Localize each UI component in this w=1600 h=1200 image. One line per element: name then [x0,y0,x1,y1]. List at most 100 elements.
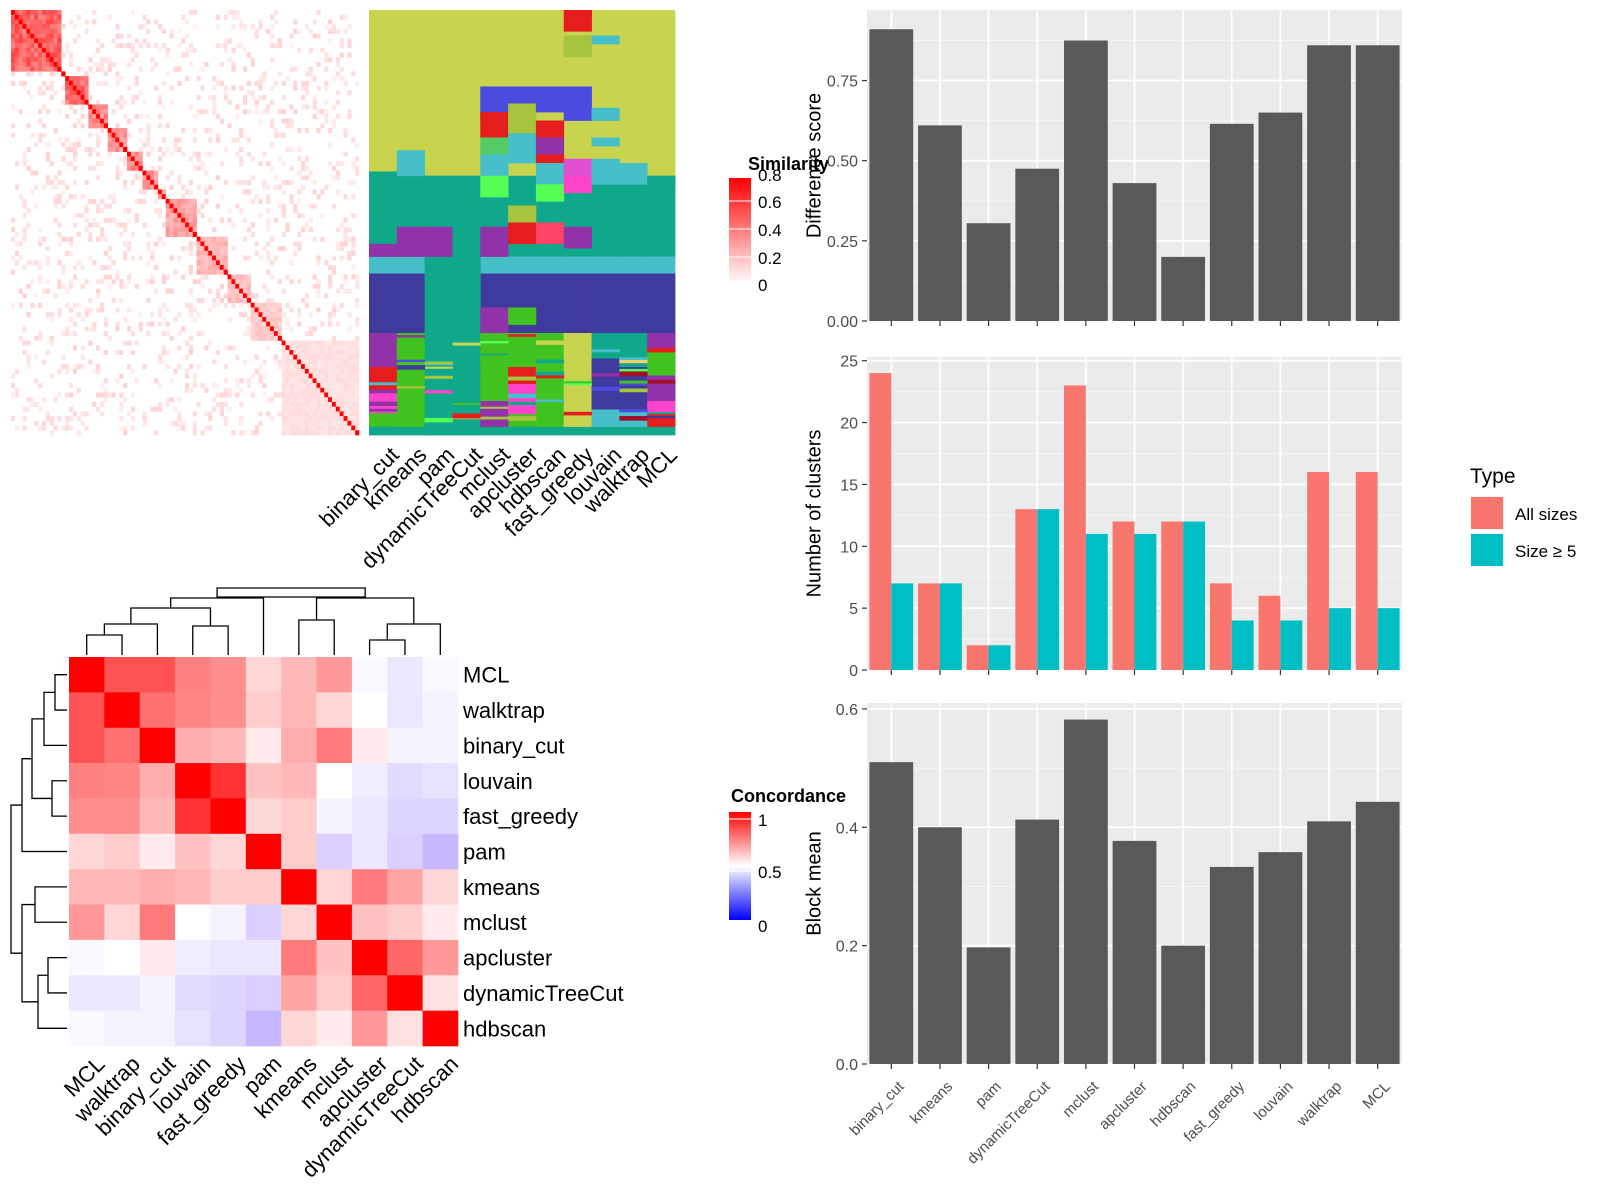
similarity-cell [301,95,306,101]
similarity-cell [18,80,23,86]
similarity-cell [297,401,302,407]
similarity-cell [26,364,31,370]
similarity-cell [212,241,217,247]
similarity-cell [254,250,259,256]
cluster-stripe [563,411,592,416]
legend-tick-label: 0 [758,276,767,295]
similarity-cell [185,373,190,379]
similarity-cell [14,241,20,247]
similarity-cell [304,165,310,171]
similarity-cell [115,123,120,129]
similarity-cell [219,265,224,271]
bar [1063,719,1108,1064]
similarity-cell [297,47,302,53]
similarity-cell [188,241,194,247]
similarity-cell [173,66,178,72]
similarity-cell [219,283,224,289]
similarity-cell [293,350,298,356]
similarity-cell [266,307,271,313]
similarity-cell [235,354,240,360]
similarity-cell [130,161,136,167]
similarity-cell [301,397,306,403]
similarity-cell [328,406,333,412]
similarity-cell [273,302,279,308]
similarity-cell [138,90,143,96]
concordance-cell [69,798,105,835]
similarity-cell [26,123,31,129]
similarity-cell [150,57,155,63]
similarity-cell [165,47,170,53]
similarity-cell [250,24,255,30]
cluster-segment [647,401,676,415]
similarity-cell [165,350,170,356]
bar [1258,852,1303,1064]
similarity-cell [231,14,236,20]
similarity-cell [343,151,348,157]
similarity-cell [115,128,120,134]
similarity-cell [30,28,35,34]
bar-size [891,583,914,670]
similarity-cell [196,241,201,247]
similarity-cell [99,307,105,313]
cluster-stripe [563,381,592,384]
similarity-cell [347,113,352,119]
similarity-cell [119,146,124,152]
similarity-cell [115,378,120,384]
concordance-cell [210,798,247,835]
dendrogram-branch [368,639,406,655]
similarity-cell [107,146,112,152]
similarity-cell [65,80,70,86]
similarity-cell [308,66,313,72]
similarity-cell [258,331,263,337]
similarity-cell [347,392,352,398]
similarity-cell [196,312,201,318]
similarity-cell [146,19,151,25]
similarity-cell [103,265,108,271]
similarity-cell [65,184,70,190]
concordance-cell [387,657,423,693]
similarity-cell [270,326,275,332]
similarity-cell [266,241,271,247]
similarity-cell [130,180,136,186]
similarity-cell [134,76,139,82]
similarity-cell [92,321,97,327]
similarity-cell [99,123,105,129]
similarity-cell [138,146,143,152]
similarity-cell [111,38,116,44]
similarity-cell [335,227,340,233]
similarity-cell [212,260,217,266]
similarity-cell [281,180,286,186]
row-label: dynamicTreeCut [463,981,624,1006]
similarity-cell [192,128,197,134]
similarity-cell [18,302,23,308]
similarity-cell [18,43,23,49]
similarity-cell [130,425,136,431]
similarity-cell [123,397,128,403]
concordance-cell [316,833,353,870]
similarity-cell [308,71,313,77]
similarity-cell [165,217,170,223]
cluster-segment [508,205,537,223]
cluster-segment [591,137,620,147]
similarity-cell [45,33,50,39]
similarity-cell [320,345,325,351]
similarity-cell [26,24,31,30]
similarity-cell [107,14,112,20]
cluster-segment [619,426,648,436]
similarity-cell [57,61,62,67]
similarity-cell [339,401,344,407]
cluster-method-labels: binary_cutkmeanspamdynamicTreeCutmclusta… [314,442,682,573]
similarity-cell [99,128,105,134]
similarity-cell [246,274,252,280]
similarity-cell [219,194,224,200]
similarity-cell [289,326,294,332]
similarity-cell [14,425,20,431]
similarity-cell [154,61,159,67]
similarity-cell [96,109,101,115]
similarity-cell [235,383,240,389]
similarity-cell [277,312,282,318]
similarity-cell [92,217,97,223]
similarity-cell [324,184,329,190]
similarity-cell [76,137,81,143]
legend-tick-label: 0.8 [758,166,782,185]
